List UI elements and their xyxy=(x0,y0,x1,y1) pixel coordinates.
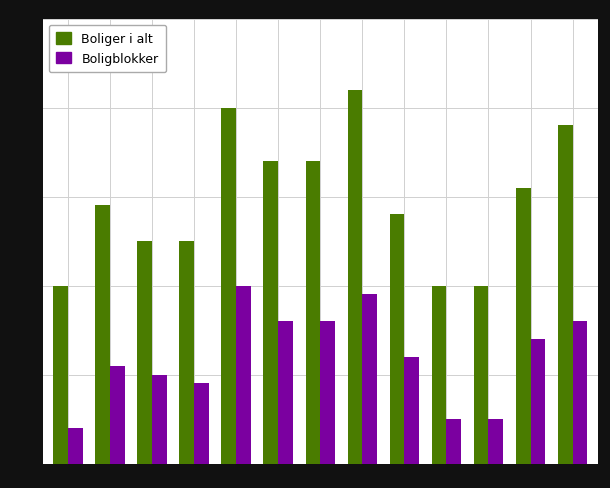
Bar xyxy=(558,126,573,464)
Bar xyxy=(264,162,278,464)
Bar xyxy=(474,286,489,464)
Bar xyxy=(152,375,167,464)
Bar xyxy=(404,357,419,464)
Bar xyxy=(348,91,362,464)
Bar xyxy=(320,322,335,464)
Bar xyxy=(516,188,531,464)
Bar xyxy=(110,366,124,464)
Bar xyxy=(179,242,194,464)
Bar xyxy=(53,286,68,464)
Bar xyxy=(95,206,110,464)
Bar xyxy=(137,242,152,464)
Bar xyxy=(236,286,251,464)
Bar xyxy=(573,322,587,464)
Bar xyxy=(306,162,320,464)
Bar xyxy=(221,108,236,464)
Bar xyxy=(194,384,209,464)
Bar xyxy=(531,339,545,464)
Bar xyxy=(278,322,293,464)
Bar xyxy=(447,419,461,464)
Bar xyxy=(362,295,377,464)
Bar xyxy=(489,419,503,464)
Bar xyxy=(68,428,82,464)
Bar xyxy=(390,215,404,464)
Bar xyxy=(432,286,447,464)
Legend: Boliger i alt, Boligblokker: Boliger i alt, Boligblokker xyxy=(49,26,166,73)
